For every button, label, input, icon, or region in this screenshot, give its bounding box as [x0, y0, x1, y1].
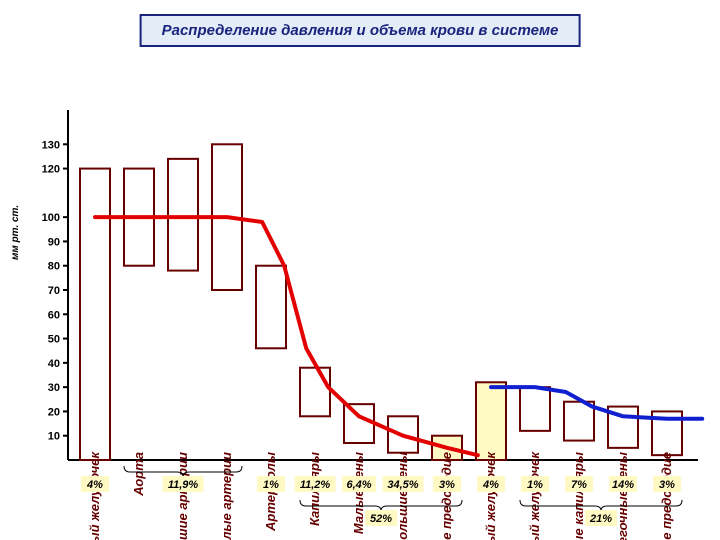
bar [476, 382, 506, 460]
pct-label: 1% [263, 479, 279, 491]
bar-label: Левый желудочек [87, 451, 102, 540]
bar-label: Правое предсердие [439, 452, 454, 540]
pct-label: 6,4% [346, 479, 371, 491]
bar-label: Левый желудочек [527, 451, 542, 540]
pct-label: 11,2% [300, 479, 331, 491]
ytick-label: 70 [48, 285, 60, 297]
ytick-label: 40 [48, 358, 60, 370]
pct-label: 1% [527, 479, 543, 491]
ytick-label: 50 [48, 334, 60, 346]
group-pct-label: 52% [370, 513, 392, 525]
ytick-label: 10 [48, 431, 60, 443]
ytick-label: 80 [48, 261, 60, 273]
brace [520, 500, 682, 511]
bar [80, 169, 110, 460]
pct-label: 4% [482, 479, 499, 491]
bar [520, 387, 550, 431]
ytick-label: 90 [48, 236, 60, 248]
ytick-label: 60 [48, 309, 60, 321]
pct-label: 7% [571, 479, 587, 491]
brace [300, 500, 462, 511]
ytick-label: 20 [48, 406, 60, 418]
pct-label: 14% [612, 479, 634, 491]
chart-title: Распределение давления и объема крови в … [140, 14, 581, 47]
bar-label: Легочные вены [615, 452, 630, 540]
bar-label: Малые вены [351, 452, 366, 534]
bar-label: Левое предсердие [659, 452, 674, 540]
bar-label: Правый желудочек [483, 451, 498, 540]
bar [564, 402, 594, 441]
group-pct-label: 21% [589, 513, 612, 525]
pct-label: 34,5% [387, 479, 418, 491]
ytick-label: 30 [48, 382, 60, 394]
pct-label: 3% [659, 479, 675, 491]
ytick-label: 130 [42, 139, 60, 151]
bar [256, 266, 286, 349]
bar-label: Малые артерии [219, 452, 234, 540]
group-pct-label: 11,9% [168, 479, 199, 491]
ytick-label: 120 [42, 164, 60, 176]
bar-label: Легочные капилляры [571, 452, 586, 540]
bar-label: Большие артерии [175, 452, 190, 540]
bar-label: Большие вены [395, 452, 410, 540]
bar-label: Аорта [131, 452, 146, 497]
pressure-chart: 10 20 30 40 50 60 70 80 90 100 120 130 Левый желудоч… [0, 60, 720, 540]
bar [168, 159, 198, 271]
pct-label: 4% [86, 479, 103, 491]
pct-label: 3% [439, 479, 455, 491]
bar [300, 368, 330, 417]
ytick-label: 100 [42, 212, 60, 224]
bar [344, 404, 374, 443]
